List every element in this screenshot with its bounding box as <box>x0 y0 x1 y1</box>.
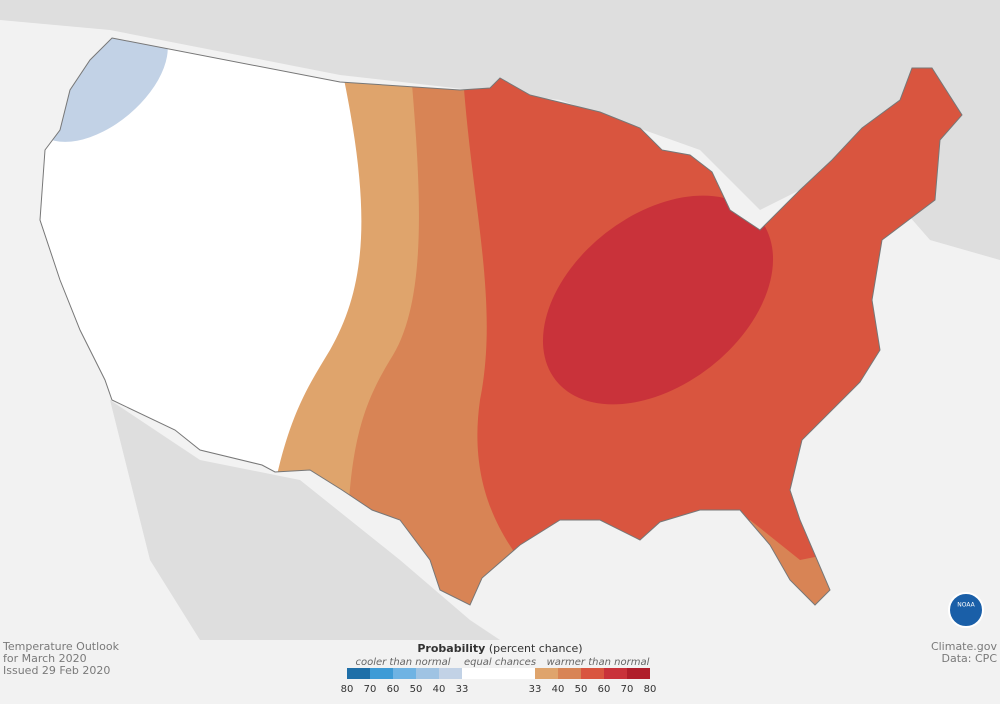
map: NOAA <box>0 0 1000 640</box>
footer-line: for March 2020 <box>3 652 87 665</box>
noaa-logo <box>948 592 984 628</box>
cool-40-area <box>40 38 168 142</box>
legend-note: (percent chance) <box>489 642 583 655</box>
legend-tick-label: 70 <box>364 684 377 695</box>
legend-tick-label: 60 <box>598 684 611 695</box>
footer-line: Temperature Outlook <box>3 640 120 653</box>
legend-swatch <box>535 668 558 679</box>
legend-tick-label: 33 <box>529 684 542 695</box>
legend-tick-label: 80 <box>341 684 354 695</box>
legend-swatch <box>439 668 462 679</box>
footer-line: Issued 29 Feb 2020 <box>3 664 111 677</box>
legend-tick-label: 40 <box>433 684 446 695</box>
legend-heading: Probability (percent chance) <box>417 642 582 655</box>
legend-tick-label: 50 <box>410 684 423 695</box>
footer-line: Data: CPC <box>941 652 997 665</box>
footer-right: Climate.gov Data: CPC <box>931 641 997 665</box>
legend-swatch <box>604 668 627 679</box>
legend-tick-label: 60 <box>387 684 400 695</box>
legend-equal: equal chances <box>464 657 536 668</box>
legend: Probability (percent chance) cooler than… <box>341 642 657 695</box>
legend-swatch <box>627 668 650 679</box>
legend-swatch <box>393 668 416 679</box>
legend-swatch <box>558 668 581 679</box>
legend-tick-label: 50 <box>575 684 588 695</box>
mexico <box>110 400 500 640</box>
legend-tick-label: 80 <box>644 684 657 695</box>
noaa-logo-text: NOAA <box>957 602 975 609</box>
legend-tick-label: 40 <box>552 684 565 695</box>
legend-title: Probability <box>417 642 485 655</box>
legend-swatch <box>416 668 439 679</box>
legend-warmer: warmer than normal <box>547 657 650 668</box>
legend-cooler: cooler than normal <box>355 657 450 668</box>
warm-70-area <box>542 195 774 405</box>
footer-left: Temperature Outlook for March 2020 Issue… <box>3 641 119 677</box>
legend-swatch <box>370 668 393 679</box>
legend-tick-label: 33 <box>456 684 469 695</box>
legend-swatch <box>462 668 535 679</box>
legend-swatch <box>347 668 370 679</box>
canada <box>0 0 1000 260</box>
footer-line: Climate.gov <box>930 640 997 653</box>
legend-tick-label: 70 <box>621 684 634 695</box>
legend-swatch <box>581 668 604 679</box>
